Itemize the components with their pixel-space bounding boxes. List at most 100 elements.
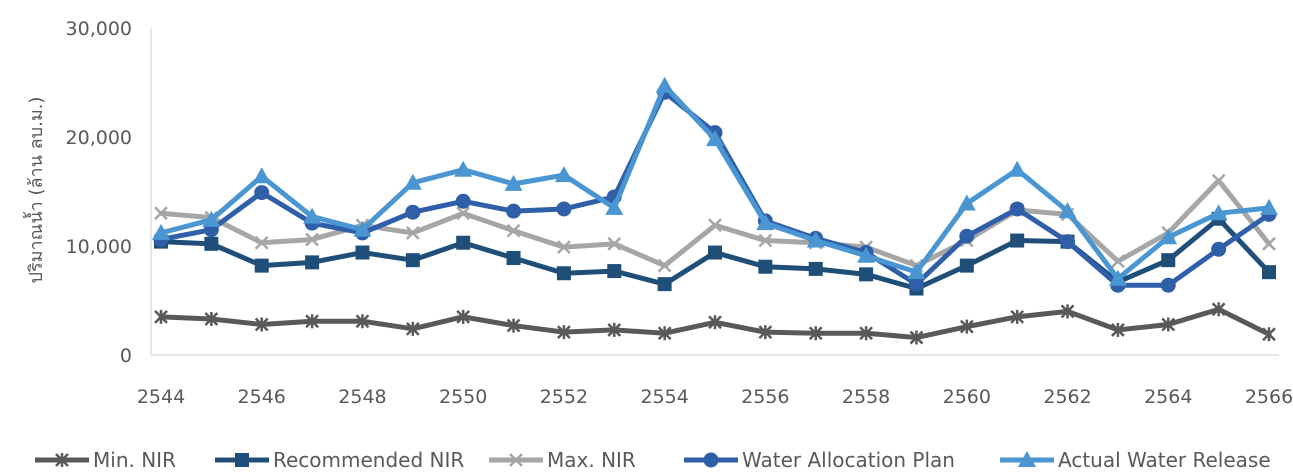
x-tick-label: 2564 [1144,386,1192,408]
data-point [506,250,521,265]
data-point [1009,201,1025,217]
data-point [1161,317,1176,332]
data-point [806,231,825,248]
data-point [959,258,974,273]
data-point [909,330,924,345]
data-point [1161,253,1176,268]
data-point [706,130,724,147]
data-point [1008,160,1027,177]
legend-item: Max. NIR [489,448,636,472]
data-point [204,312,219,327]
data-point [607,236,622,251]
data-point [456,235,471,250]
data-point [959,228,975,244]
data-point [1060,234,1076,250]
series-min-nir [154,302,1276,345]
data-point [959,319,974,334]
x-tick-label: 2566 [1245,386,1293,408]
data-point [1058,202,1077,219]
legend-item: Min. NIR [35,448,176,472]
data-point [506,203,522,219]
data-point [303,207,322,224]
data-point [1159,228,1178,245]
data-point [355,314,370,329]
data-point [506,318,521,333]
data-point [405,321,420,336]
data-point [405,226,420,240]
data-point [305,255,320,270]
data-point [957,194,976,211]
data-point [655,76,674,93]
data-point [557,325,571,340]
data-point [1209,204,1228,221]
data-point [859,326,873,341]
data-point [1111,322,1125,337]
data-point [305,232,319,247]
data-point [254,235,269,250]
data-point [1160,277,1176,293]
data-point [152,223,170,240]
data-point [506,223,521,238]
data-point [857,246,876,263]
y-tick-label: 20,000 [66,127,132,149]
data-point [1211,173,1226,188]
y-axis-label: ปริมาณน้ำ (ล้าน ลบ.ม.) [23,97,47,284]
y-tick-labels: 0 10,000 20,000 30,000 [66,18,132,367]
data-point [554,166,573,183]
data-point [758,233,773,248]
x-tick-label: 2550 [439,386,487,408]
data-point [756,214,775,231]
data-point [454,160,473,177]
data-point [202,210,221,227]
data-point [708,245,722,260]
data-point [1262,327,1276,342]
x-tick-label: 2554 [640,386,688,408]
data-point [456,206,471,221]
data-point [808,326,823,341]
data-point [353,220,372,237]
data-point [154,206,168,221]
series-layer [152,76,1278,345]
data-point [1010,233,1025,248]
legend-label: Max. NIR [547,448,636,472]
data-point [908,276,924,292]
data-point [355,245,370,260]
legend-label: Min. NIR [93,448,176,472]
legend-marker [509,453,523,467]
legend-marker [235,453,249,467]
data-point [1262,236,1276,251]
data-point [657,258,672,273]
legend-item: Water Allocation Plan [684,448,955,472]
x-tick-label: 2562 [1043,386,1091,408]
data-point [1262,265,1276,280]
x-tick-label: 2556 [741,386,789,408]
x-tick-label: 2548 [338,386,386,408]
x-tick-label: 2558 [842,386,890,408]
x-tick-label: 2552 [540,386,588,408]
data-point [405,204,421,220]
legend-label: Water Allocation Plan [742,448,955,472]
data-point [455,193,471,209]
legend-item: Actual Water Release [1000,448,1271,472]
series-actual-water-release [152,76,1278,286]
data-point [1010,309,1025,324]
y-tick-label: 30,000 [66,18,132,40]
data-point [808,261,823,276]
data-point [708,315,722,330]
data-point [254,317,269,332]
data-point [252,167,271,184]
legend-label: Actual Water Release [1058,448,1271,472]
x-tick-label: 2544 [137,386,185,408]
data-point [758,325,773,340]
data-point [607,322,622,337]
x-tick-labels: 2544 2546 2548 2550 2552 2554 2556 2558 2560 2562… [137,386,1293,408]
axes [150,28,1279,356]
data-point [254,185,270,201]
data-point [504,174,523,191]
data-point [154,309,168,324]
y-tick-label: 10,000 [66,236,132,258]
data-point [605,198,624,215]
data-point [758,259,773,274]
data-point [657,277,672,292]
